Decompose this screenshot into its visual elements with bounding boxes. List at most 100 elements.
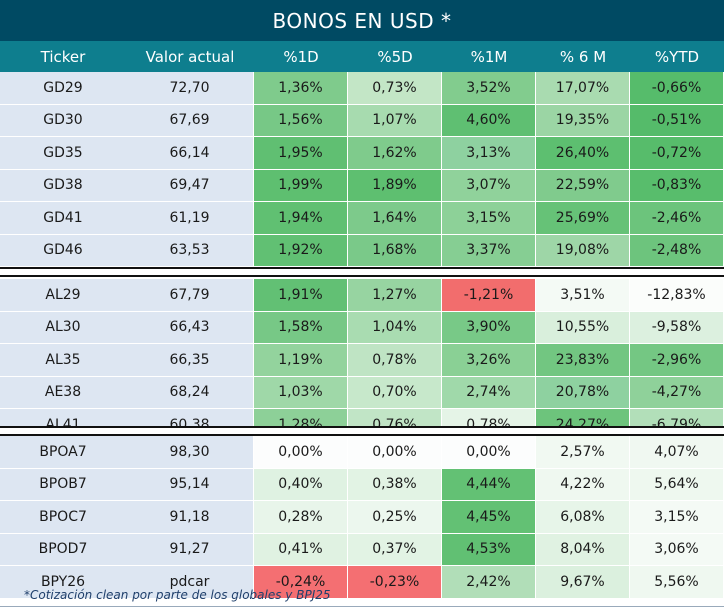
table-row: GD38 69,47 1,99% 1,89% 3,07% 22,59% -0,83% — [0, 169, 724, 202]
cell-ticker: BPY26 — [0, 566, 126, 599]
cell-1m: 3,15% — [442, 202, 536, 235]
cell-6m: 10,55% — [536, 311, 630, 344]
cell-valor-actual: 91,27 — [126, 533, 254, 566]
cell-1d: 0,00% — [254, 436, 348, 469]
cell-5d: -0,23% — [348, 566, 442, 599]
table-group-bpo: BPOA7 98,30 0,00% 0,00% 0,00% 2,57% 4,07% BPOB7… — [0, 436, 724, 599]
cell-ytd: 5,56% — [630, 566, 724, 599]
cell-ytd: -9,58% — [630, 311, 724, 344]
cell-1m: 3,52% — [442, 72, 536, 105]
cell-ticker: BPOC7 — [0, 501, 126, 534]
cell-1d: 1,36% — [254, 72, 348, 105]
table-row: GD29 72,70 1,36% 0,73% 3,52% 17,07% -0,66% — [0, 72, 724, 105]
cell-1d: 1,19% — [254, 344, 348, 377]
cell-6m: 25,69% — [536, 202, 630, 235]
header-1m: %1M — [470, 47, 508, 66]
header-ticker: Ticker — [40, 47, 86, 66]
cell-5d: 0,73% — [348, 72, 442, 105]
cell-5d: 0,25% — [348, 501, 442, 534]
cell-6m: 23,83% — [536, 344, 630, 377]
table-row: BPOA7 98,30 0,00% 0,00% 0,00% 2,57% 4,07% — [0, 436, 724, 469]
cell-6m: 19,35% — [536, 104, 630, 137]
cell-valor-actual: 98,30 — [126, 436, 254, 469]
cell-1m: -1,21% — [442, 279, 536, 312]
cell-valor-actual: pdcar — [126, 566, 254, 599]
cell-1m: 0,00% — [442, 436, 536, 469]
cell-ytd: -0,72% — [630, 137, 724, 170]
cell-1d: 1,94% — [254, 202, 348, 235]
cell-ytd: 3,15% — [630, 501, 724, 534]
footer-line — [0, 606, 724, 607]
cell-6m: 6,08% — [536, 501, 630, 534]
footnote: *Cotización clean por parte de los globa… — [24, 588, 331, 602]
cell-ytd: -2,46% — [630, 202, 724, 235]
cell-ytd: -0,83% — [630, 169, 724, 202]
cell-ticker: GD38 — [0, 169, 126, 202]
table-row: GD35 66,14 1,95% 1,62% 3,13% 26,40% -0,72% — [0, 137, 724, 170]
cell-valor-actual: 68,24 — [126, 376, 254, 409]
cell-1m: 3,37% — [442, 234, 536, 267]
cell-1m: 4,45% — [442, 501, 536, 534]
cell-1d: 1,92% — [254, 234, 348, 267]
cell-1d: 1,95% — [254, 137, 348, 170]
table-row: GD46 63,53 1,92% 1,68% 3,37% 19,08% -2,48% — [0, 234, 724, 267]
cell-1d: -0,24% — [254, 566, 348, 599]
cell-1d: 0,40% — [254, 468, 348, 501]
header-5d: %5D — [377, 47, 413, 66]
cell-1d: 1,56% — [254, 104, 348, 137]
cell-1m: 2,42% — [442, 566, 536, 599]
header-1d: %1D — [283, 47, 319, 66]
cell-5d: 1,62% — [348, 137, 442, 170]
cell-ytd: -0,66% — [630, 72, 724, 105]
cell-6m: 17,07% — [536, 72, 630, 105]
cell-valor-actual: 95,14 — [126, 468, 254, 501]
cell-6m: 3,51% — [536, 279, 630, 312]
cell-1d: 1,03% — [254, 376, 348, 409]
cell-1m: 3,07% — [442, 169, 536, 202]
cell-5d: 0,00% — [348, 436, 442, 469]
cell-6m: 8,04% — [536, 533, 630, 566]
cell-ticker: GD29 — [0, 72, 126, 105]
header-6m: % 6 M — [559, 47, 607, 66]
cell-ticker: GD41 — [0, 202, 126, 235]
cell-ticker: GD30 — [0, 104, 126, 137]
cell-ytd: -0,51% — [630, 104, 724, 137]
cell-6m: 4,22% — [536, 468, 630, 501]
cell-ytd: -4,27% — [630, 376, 724, 409]
cell-6m: 26,40% — [536, 137, 630, 170]
group-divider — [0, 426, 724, 436]
header-valor-actual: Valor actual — [145, 47, 235, 66]
cell-ytd: 5,64% — [630, 468, 724, 501]
cell-valor-actual: 66,14 — [126, 137, 254, 170]
cell-5d: 1,27% — [348, 279, 442, 312]
table-title: BONOS EN USD * — [0, 0, 724, 41]
cell-ticker: BPOA7 — [0, 436, 126, 469]
cell-1d: 0,28% — [254, 501, 348, 534]
cell-1d: 0,41% — [254, 533, 348, 566]
table-group-gd: GD29 72,70 1,36% 0,73% 3,52% 17,07% -0,66% GD30… — [0, 72, 724, 267]
cell-5d: 0,37% — [348, 533, 442, 566]
cell-ytd: -2,96% — [630, 344, 724, 377]
cell-6m: 2,57% — [536, 436, 630, 469]
cell-1m: 3,26% — [442, 344, 536, 377]
cell-ytd: -2,48% — [630, 234, 724, 267]
table-row: BPOD7 91,27 0,41% 0,37% 4,53% 8,04% 3,06% — [0, 533, 724, 566]
cell-5d: 1,68% — [348, 234, 442, 267]
table-row: AL35 66,35 1,19% 0,78% 3,26% 23,83% -2,96% — [0, 344, 724, 377]
table-row: BPOB7 95,14 0,40% 0,38% 4,44% 4,22% 5,64% — [0, 468, 724, 501]
cell-5d: 0,78% — [348, 344, 442, 377]
table-header: Ticker Valor actual %1D %5D %1M % 6 M %Y… — [0, 41, 724, 72]
table-row: BPOC7 91,18 0,28% 0,25% 4,45% 6,08% 3,15% — [0, 501, 724, 534]
table-row: BPY26 pdcar -0,24% -0,23% 2,42% 9,67% 5,56% — [0, 566, 724, 599]
cell-valor-actual: 63,53 — [126, 234, 254, 267]
cell-1m: 3,90% — [442, 311, 536, 344]
table-row: GD41 61,19 1,94% 1,64% 3,15% 25,69% -2,46% — [0, 202, 724, 235]
cell-1m: 4,53% — [442, 533, 536, 566]
cell-ytd: -12,83% — [630, 279, 724, 312]
cell-1d: 1,91% — [254, 279, 348, 312]
cell-5d: 0,70% — [348, 376, 442, 409]
cell-ticker: GD46 — [0, 234, 126, 267]
cell-ticker: BPOB7 — [0, 468, 126, 501]
cell-valor-actual: 69,47 — [126, 169, 254, 202]
cell-valor-actual: 72,70 — [126, 72, 254, 105]
